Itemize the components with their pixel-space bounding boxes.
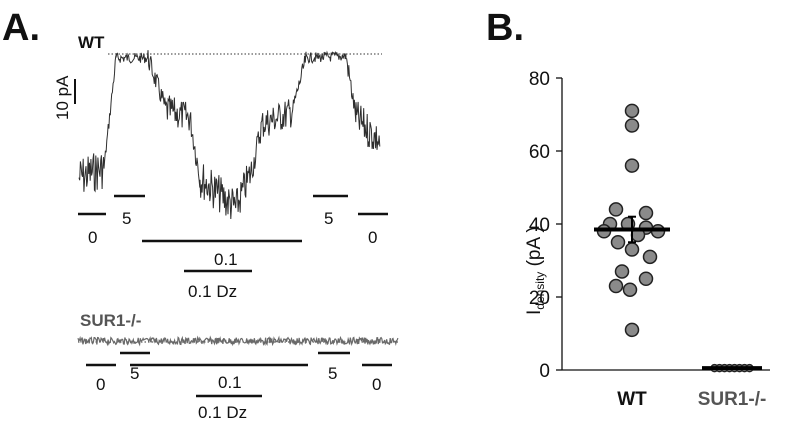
sur1-label-0.1dz: 0.1 Dz — [198, 403, 247, 422]
panel-a-label: A. — [2, 7, 40, 49]
y-ticks: 0 20 40 60 80 — [529, 69, 562, 382]
panel-b-label: B. — [486, 7, 524, 49]
sur1-label-0.1: 0.1 — [218, 373, 242, 392]
scatter-chart: 0 20 40 60 80 WT SUR1-/- — [529, 69, 770, 410]
data-point — [624, 158, 640, 173]
y-tick-label: 40 — [529, 215, 550, 236]
y-axis-label-sub: density — [533, 272, 547, 310]
y-tick-label: 80 — [529, 69, 550, 90]
data-point — [622, 282, 638, 297]
x-category-label: SUR1-/- — [698, 389, 767, 410]
y-axis-label-unit: (pA ) — [524, 226, 545, 271]
wt-trace-label: WT — [78, 33, 105, 52]
data-point — [610, 235, 626, 250]
x-categories: WT SUR1-/- — [617, 389, 766, 410]
sur1-label-5-left: 5 — [130, 364, 139, 383]
scale-bar-label: 10 pA — [53, 75, 72, 120]
wt-current-trace — [78, 50, 381, 220]
sur1-trace-label: SUR1-/- — [80, 311, 141, 330]
data-point — [608, 202, 624, 217]
y-tick-label: 0 — [539, 361, 550, 382]
data-point — [614, 264, 630, 279]
wt-label-0.1dz: 0.1 Dz — [188, 282, 237, 301]
y-axis-label-main: I — [524, 310, 545, 315]
mean-markers — [594, 215, 762, 371]
data-point — [624, 103, 640, 119]
y-tick-label: 20 — [529, 288, 550, 309]
sur1-label-0-right: 0 — [372, 375, 381, 394]
sur1-protocol — [86, 351, 392, 398]
sur1-current-trace — [77, 335, 399, 347]
wt-label-5-left: 5 — [122, 209, 131, 228]
y-axis-label: Idensity (pA ) — [524, 226, 547, 315]
x-category-label: WT — [617, 389, 647, 410]
data-points — [596, 103, 754, 373]
wt-label-0.1: 0.1 — [214, 250, 238, 269]
data-point — [624, 242, 640, 257]
wt-label-0-left: 0 — [88, 228, 97, 247]
wt-label-0-right: 0 — [368, 228, 377, 247]
wt-label-5-right: 5 — [324, 209, 333, 228]
data-point — [638, 271, 654, 286]
data-point — [642, 249, 658, 265]
sur1-label-0-left: 0 — [96, 375, 105, 394]
data-point — [608, 278, 624, 294]
sur1-label-5-right: 5 — [328, 364, 337, 383]
data-point — [624, 118, 640, 133]
wt-protocol — [78, 194, 388, 273]
y-tick-label: 60 — [529, 142, 550, 163]
data-point — [638, 205, 654, 221]
data-point — [624, 322, 640, 338]
